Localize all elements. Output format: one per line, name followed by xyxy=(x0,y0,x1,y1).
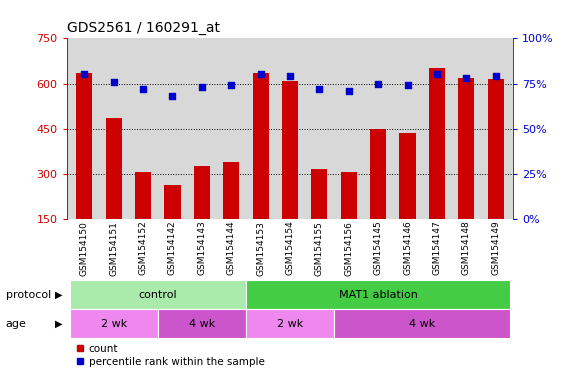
Point xyxy=(197,84,206,90)
Bar xyxy=(158,309,246,338)
Point xyxy=(139,86,148,92)
Bar xyxy=(164,185,180,264)
Text: GSM154150: GSM154150 xyxy=(80,221,89,276)
Text: age: age xyxy=(6,318,27,329)
Bar xyxy=(340,172,357,264)
Point xyxy=(491,73,501,79)
Bar xyxy=(106,118,122,264)
Text: ▶: ▶ xyxy=(55,290,63,300)
Bar xyxy=(429,68,445,264)
Bar xyxy=(70,280,246,309)
Text: GSM154156: GSM154156 xyxy=(345,221,353,276)
Bar xyxy=(282,81,298,264)
Bar xyxy=(458,78,474,264)
Point xyxy=(403,82,412,88)
Bar xyxy=(246,280,510,309)
Point xyxy=(462,75,471,81)
Point xyxy=(227,82,236,88)
Text: MAT1 ablation: MAT1 ablation xyxy=(339,290,418,300)
Point xyxy=(344,88,353,94)
Text: 4 wk: 4 wk xyxy=(188,318,215,329)
Point xyxy=(168,93,177,99)
Text: GDS2561 / 160291_at: GDS2561 / 160291_at xyxy=(67,21,220,35)
Text: GSM154154: GSM154154 xyxy=(285,221,295,275)
Text: GSM154152: GSM154152 xyxy=(139,221,147,275)
Bar xyxy=(246,309,334,338)
Bar xyxy=(400,133,416,264)
Point xyxy=(315,86,324,92)
Bar xyxy=(370,129,386,264)
Bar xyxy=(223,162,240,264)
Bar xyxy=(194,166,210,264)
Text: 4 wk: 4 wk xyxy=(409,318,436,329)
Bar xyxy=(488,79,504,264)
Text: GSM154144: GSM154144 xyxy=(227,221,235,275)
Bar xyxy=(334,309,510,338)
Point xyxy=(285,73,295,79)
Text: GSM154142: GSM154142 xyxy=(168,221,177,275)
Point xyxy=(79,71,89,78)
Text: GSM154145: GSM154145 xyxy=(374,221,383,275)
Text: GSM154147: GSM154147 xyxy=(433,221,441,275)
Text: GSM154146: GSM154146 xyxy=(403,221,412,275)
Point xyxy=(374,81,383,87)
Text: GSM154149: GSM154149 xyxy=(491,221,500,275)
Bar xyxy=(76,73,92,264)
Text: GSM154143: GSM154143 xyxy=(197,221,206,275)
Legend: count, percentile rank within the sample: count, percentile rank within the sample xyxy=(72,340,269,371)
Text: GSM154153: GSM154153 xyxy=(256,221,265,276)
Text: protocol: protocol xyxy=(6,290,51,300)
Text: GSM154151: GSM154151 xyxy=(109,221,118,276)
Bar xyxy=(252,73,269,264)
Point xyxy=(256,71,265,78)
Text: ▶: ▶ xyxy=(55,318,63,329)
Point xyxy=(432,71,441,78)
Text: 2 wk: 2 wk xyxy=(100,318,127,329)
Bar xyxy=(311,169,328,264)
Text: control: control xyxy=(139,290,177,300)
Text: GSM154155: GSM154155 xyxy=(315,221,324,276)
Bar xyxy=(70,309,158,338)
Text: 2 wk: 2 wk xyxy=(277,318,303,329)
Text: GSM154148: GSM154148 xyxy=(462,221,471,275)
Point xyxy=(109,79,118,85)
Bar xyxy=(135,172,151,264)
